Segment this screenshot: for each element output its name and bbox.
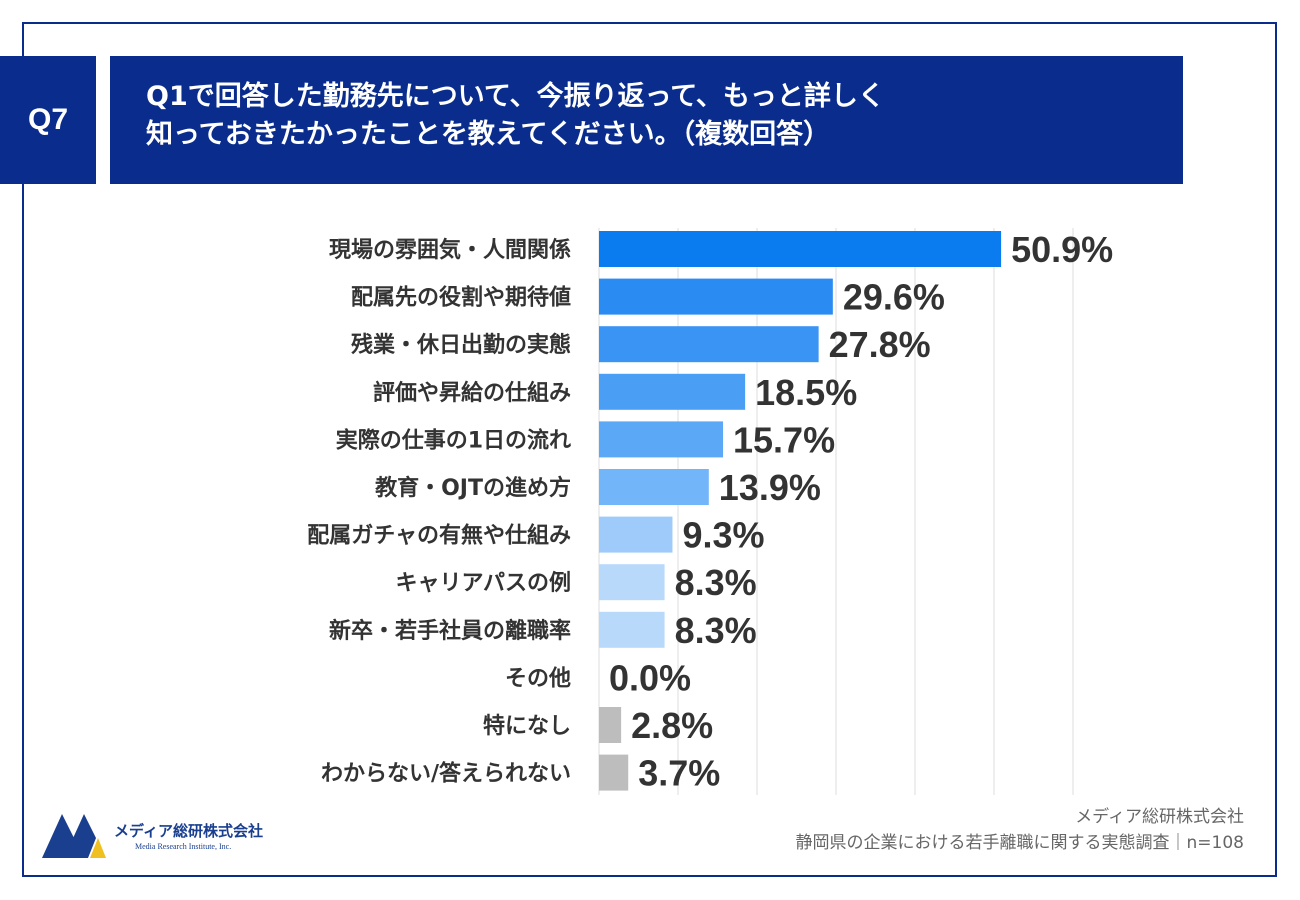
category-label: 現場の雰囲気・人間関係 <box>329 237 571 263</box>
value-label: 8.3% <box>675 562 757 603</box>
value-label: 0.0% <box>609 657 691 698</box>
logo-company-name: メディア総研株式会社 <box>114 822 263 840</box>
value-label: 18.5% <box>755 372 857 413</box>
category-label: 新卒・若手社員の離職率 <box>329 618 571 644</box>
source-company: メディア総研株式会社 <box>1075 807 1244 827</box>
value-label: 9.3% <box>682 515 764 556</box>
category-labels: 現場の雰囲気・人間関係配属先の役割や期待値残業・休日出勤の実態評価や昇給の仕組み… <box>307 237 571 787</box>
question-badge: Q7 <box>0 56 96 184</box>
value-labels: 50.9% 29.6% 27.8% 18.5% 15.7% 13.9% 9.3% 8.3% 8.… <box>609 229 1113 794</box>
logo-mark-yellow <box>90 838 106 858</box>
bar <box>599 469 709 505</box>
bar <box>599 373 746 410</box>
category-label: 実際の仕事の1日の流れ <box>336 427 571 453</box>
category-label: 特になし <box>483 713 571 739</box>
value-label: 15.7% <box>733 419 835 460</box>
value-label: 27.8% <box>829 324 931 365</box>
category-label: 残業・休日出勤の実態 <box>351 332 571 358</box>
bar <box>599 326 819 363</box>
bar <box>599 707 622 743</box>
category-label: 評価や昇給の仕組み <box>373 380 571 406</box>
question-title-line1: Q1で回答した勤務先について、今振り返って、もっと詳しく <box>146 81 885 112</box>
value-label: 13.9% <box>719 467 821 508</box>
logo-mark-right <box>64 814 96 858</box>
value-label: 29.6% <box>843 277 945 318</box>
source-survey: 静岡県の企業における若手離職に関する実態調査｜n=108 <box>795 833 1244 853</box>
value-label: 3.7% <box>638 753 720 794</box>
bars <box>599 231 1002 791</box>
category-label: 配属先の役割や期待値 <box>351 285 571 311</box>
bar <box>599 516 673 553</box>
bar <box>599 421 724 458</box>
bar <box>599 231 1002 267</box>
bar <box>599 754 629 791</box>
category-label: 配属ガチャの有無や仕組み <box>307 523 571 549</box>
category-label: その他 <box>505 666 571 691</box>
source-note: メディア総研株式会社 静岡県の企業における若手離職に関する実態調査｜n=108 <box>796 804 1244 856</box>
logo-mark-left <box>42 814 74 858</box>
value-label: 8.3% <box>675 610 757 651</box>
category-label: キャリアパスの例 <box>395 571 571 596</box>
value-label: 2.8% <box>631 705 713 746</box>
bar <box>599 564 665 601</box>
logo-company-name-en: Media Research Institute, Inc. <box>135 842 232 851</box>
value-label: 50.9% <box>1011 229 1113 270</box>
bar <box>599 278 833 315</box>
gridlines <box>598 228 1074 795</box>
bar <box>599 611 665 648</box>
category-label: わからない/答えられない <box>321 761 571 787</box>
question-title-line2: 知っておきたかったことを教えてください。（複数回答） <box>146 119 831 150</box>
company-logo <box>42 814 106 858</box>
category-label: 教育・OJTの進め方 <box>375 475 571 501</box>
question-title: Q1で回答した勤務先について、今振り返って、もっと詳しく 知っておきたかったこと… <box>110 56 1183 184</box>
